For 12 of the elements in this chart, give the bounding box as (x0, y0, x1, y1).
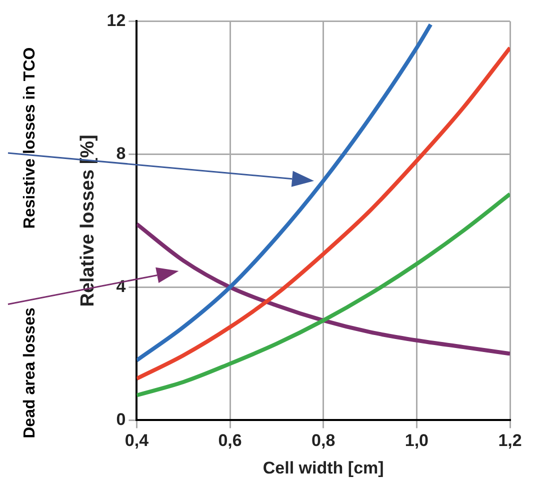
line-series (136, 22, 433, 362)
x-tick-label: 1,2 (498, 431, 522, 450)
x-tick-label: 0,6 (218, 431, 242, 450)
x-tick-label: 0,8 (312, 431, 336, 450)
x-tick-label: 0,4 (124, 431, 150, 450)
text: Resistive losses in TCO (21, 47, 38, 229)
x-axis-title: Cell width [cm] (262, 458, 384, 478)
text: Dead area losses (21, 308, 38, 438)
y-tick-label: 12 (106, 10, 126, 30)
y-tick-label: 0 (116, 410, 126, 429)
x-tick-label: 1,0 (404, 431, 428, 450)
y-tick-label: 8 (116, 144, 126, 163)
